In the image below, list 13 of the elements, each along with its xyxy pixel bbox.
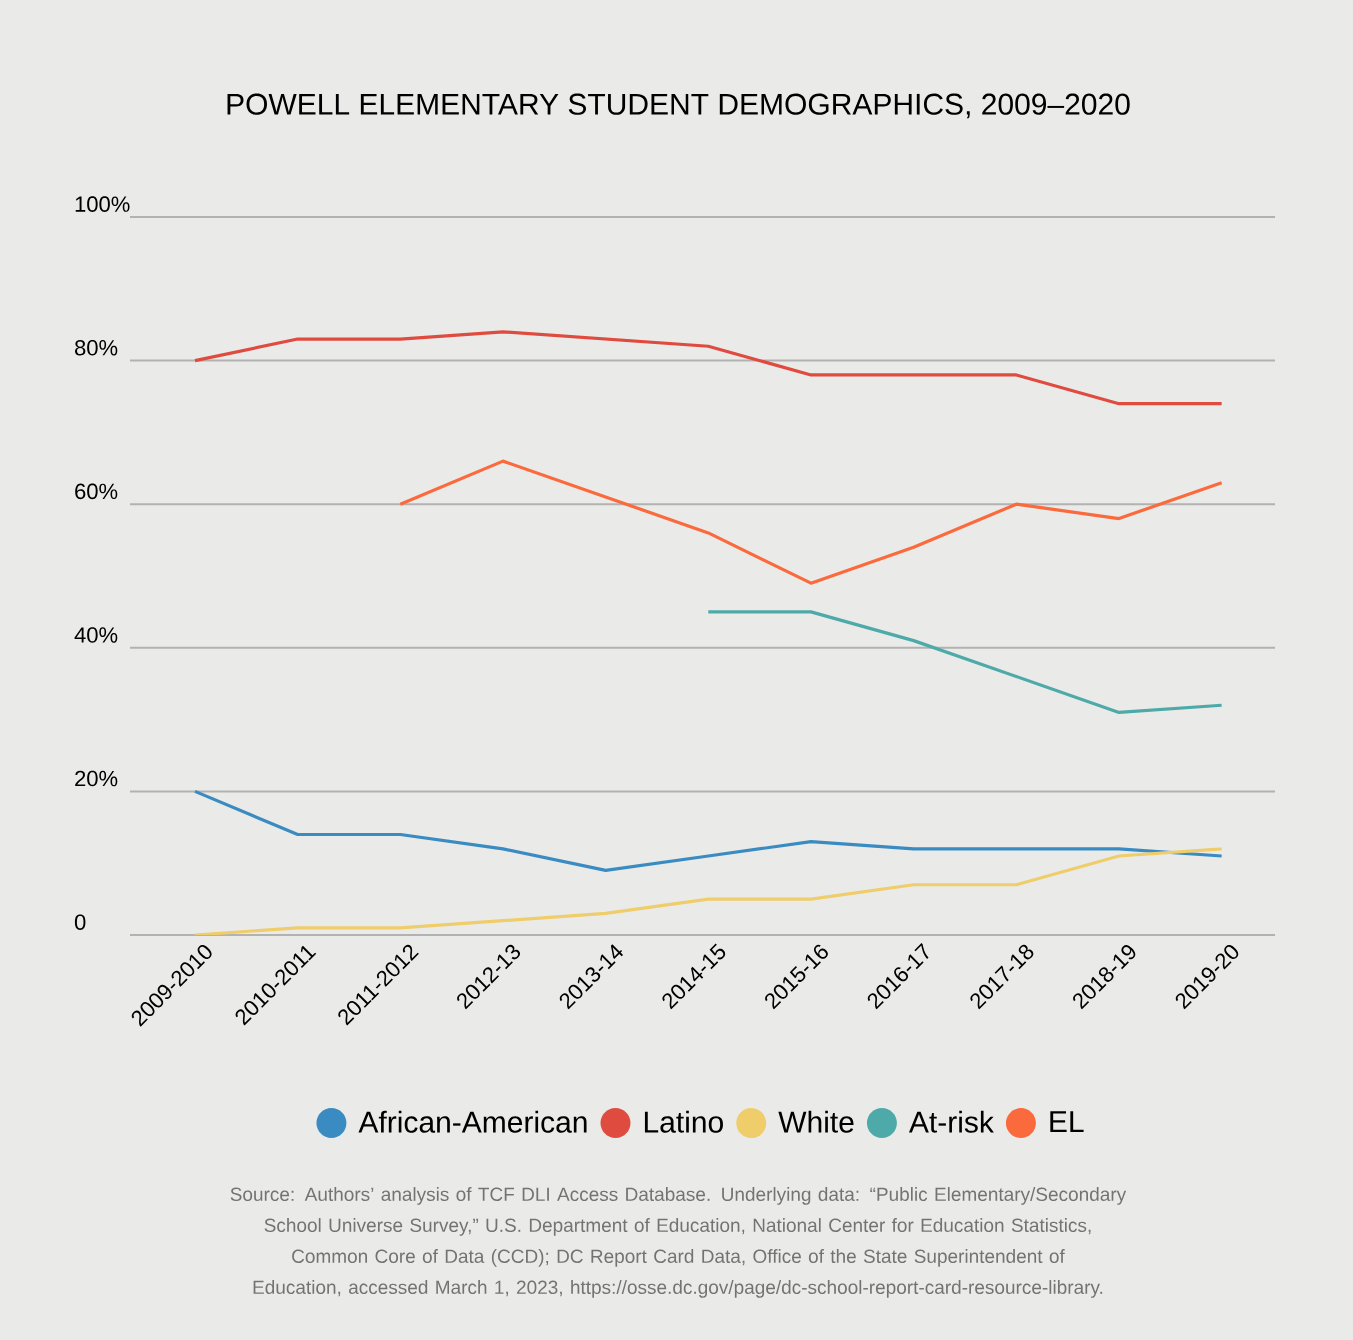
legend-label: EL (1050, 1111, 1084, 1132)
legend-label: Latino (644, 1110, 723, 1133)
y-tick-label: 40% (74, 627, 118, 643)
y-tick-label: 20% (75, 770, 118, 787)
y-tick-label: 0 (74, 914, 86, 930)
legend-label: White (778, 1110, 854, 1133)
y-tick-label: 60% (75, 483, 118, 500)
chart-title: POWELL ELEMENTARY STUDENT DEMOGRAPHICS, 2009–2020 (227, 93, 1130, 119)
y-tick-label: 80% (75, 339, 118, 356)
y-tick-label: 100% (75, 196, 130, 212)
legend-label: At-risk (908, 1110, 994, 1133)
legend-label: African-American (358, 1110, 587, 1133)
source-note: Source: Authors’ analysis of TCF DLI Access Database. Underlying data: “Public Elementary/Secondary School Universe Survey,” U.S. Department of Education, National Center for Education Statistics, Common Core of Data (CCD); DC Report Card Data, Office of the State Superintendent of Education, accessed March 1, 2023, https://osse.dc.gov/page/dc-school-report-card-resource-library. (230, 1187, 1127, 1298)
